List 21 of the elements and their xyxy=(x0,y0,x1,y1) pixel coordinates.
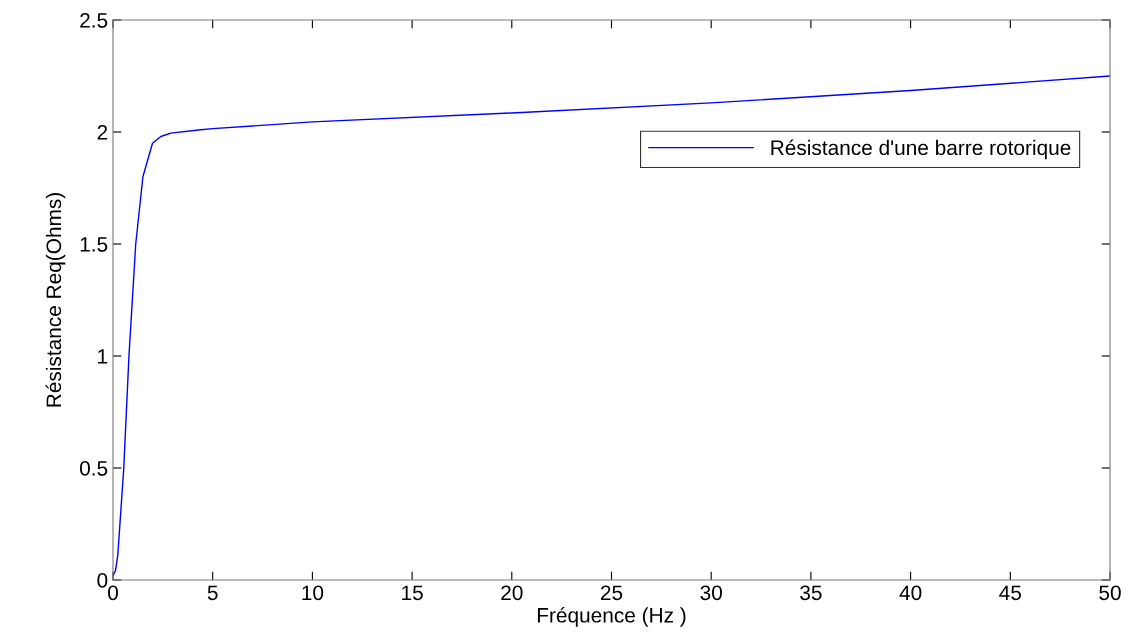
x-axis-title: Fréquence (Hz ) xyxy=(537,607,686,627)
x-tick-label: 0 xyxy=(108,585,118,601)
y-axis-title: Résistance Req(Ohms) xyxy=(45,193,66,407)
x-tick-label: 50 xyxy=(1099,585,1121,601)
x-tick-label: 40 xyxy=(899,585,922,601)
x-tick-label: 25 xyxy=(600,585,623,601)
y-tick-label: 0.5 xyxy=(79,461,108,476)
x-tick-label: 15 xyxy=(402,585,423,601)
y-tick-label: 0 xyxy=(97,573,108,588)
x-tick-label: 10 xyxy=(302,585,324,601)
x-tick-label: 5 xyxy=(207,585,218,601)
line-series xyxy=(113,75,1110,577)
y-tick-label: 1.5 xyxy=(80,237,108,252)
y-tick-label: 1 xyxy=(98,349,108,364)
y-tick-label: 2 xyxy=(97,125,108,140)
x-tick-label: 20 xyxy=(501,585,523,601)
x-tick-label: 45 xyxy=(999,585,1022,601)
x-tick-label: 35 xyxy=(800,585,822,601)
series-label: Résistance d'une barre rotorique xyxy=(771,139,1071,160)
y-tick-label: 2.5 xyxy=(80,13,108,28)
x-tick-label: 30 xyxy=(700,585,722,601)
